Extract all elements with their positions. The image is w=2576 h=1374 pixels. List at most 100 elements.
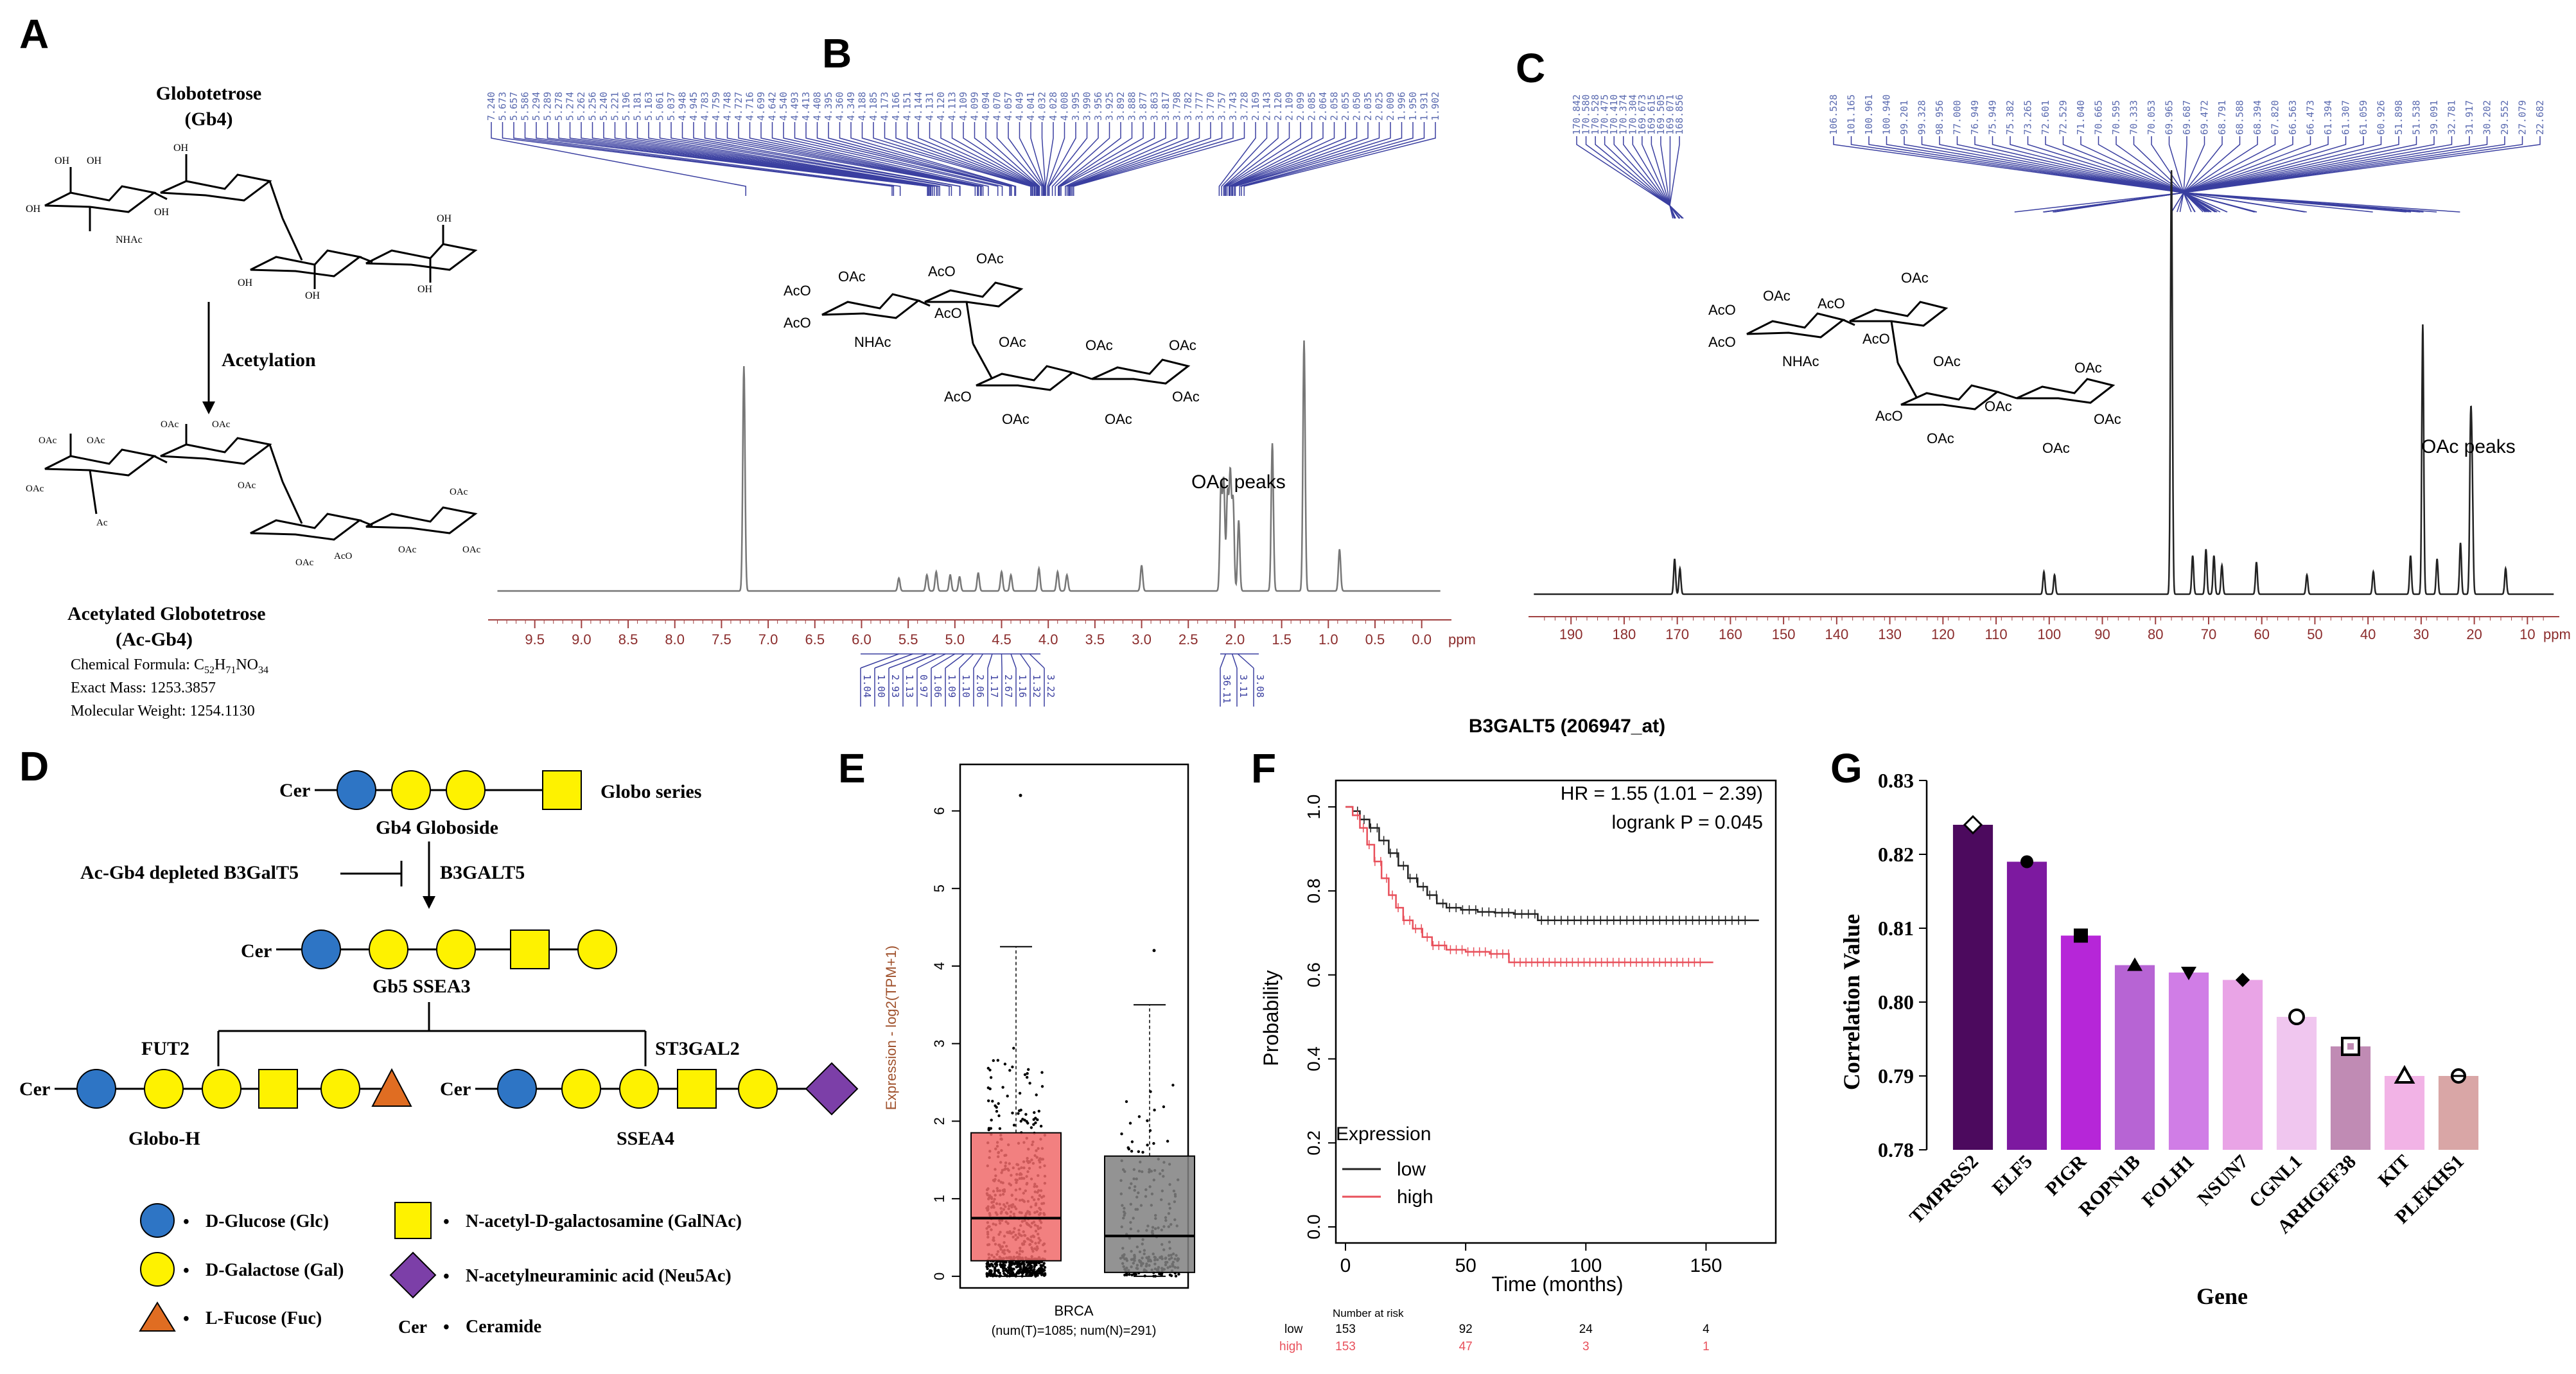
b-peak-label: 3.925 <box>1104 92 1116 121</box>
e-data-point <box>987 1272 990 1276</box>
b-axis-tick-label: 9.0 <box>572 631 591 647</box>
exact-mass: Exact Mass: 1253.3857 <box>71 680 216 696</box>
g-y-tick-label: 0.81 <box>1878 917 1914 940</box>
e-data-point <box>1026 1072 1029 1075</box>
b-peak-connector <box>513 122 895 196</box>
e-data-point <box>1030 1264 1033 1268</box>
b-peak-label: 1.902 <box>1430 92 1441 121</box>
e-data-point <box>1036 1118 1039 1122</box>
svg-text:OAc: OAc <box>212 419 231 430</box>
b-peak-connector <box>636 122 939 196</box>
c-peak-label: 70.053 <box>2146 100 2157 135</box>
b-peak-label: 4.144 <box>913 92 924 121</box>
b-peak-label: 2.169 <box>1250 92 1261 121</box>
b-peak-connector <box>726 122 979 196</box>
b-integral-value: 3.22 <box>1045 674 1056 698</box>
c-peak-connector <box>1939 136 2184 213</box>
ac-gb4-atom-labels: OAc OAc OAc Ac OAc OAc OAc AcO OAc OAc O… <box>26 419 481 568</box>
b-peak-connector <box>1051 122 1099 196</box>
svg-text:OAc: OAc <box>161 419 179 430</box>
b-peak-connector <box>715 122 978 196</box>
chemical-formula: Chemical Formula: C52H71NO34 <box>71 656 268 676</box>
c-peak-label: 170.374 <box>1618 94 1629 135</box>
b-peak-connector <box>693 122 961 196</box>
g-x-label: Gene <box>2196 1283 2248 1309</box>
c-peak-connector <box>1669 136 1684 219</box>
c-peak-label: 75.382 <box>2004 100 2016 135</box>
e-data-point <box>1040 1085 1044 1088</box>
g-marker-ROPN1B <box>2127 957 2142 971</box>
e-data-point <box>1043 1265 1047 1269</box>
e-data-point <box>1040 1264 1044 1267</box>
c-peak-label: 76.949 <box>1969 100 1981 135</box>
svg-text:OAc: OAc <box>1105 411 1132 427</box>
c-peak-connector <box>2182 136 2311 213</box>
g-x-tick-label: KIT <box>2374 1151 2414 1191</box>
c-peak-connector <box>2183 136 2382 213</box>
e-data-point <box>1016 1265 1020 1268</box>
d-inhibitor-label: Ac-Gb4 depleted B3GalT5 <box>80 862 299 883</box>
f-risk-high-value: 47 <box>1459 1340 1473 1353</box>
c-peak-label: 75.949 <box>1987 100 1999 135</box>
e-data-point <box>1153 1108 1156 1112</box>
c-peak-label: 106.528 <box>1828 94 1839 135</box>
f-y-tick-label: 0.8 <box>1304 878 1324 903</box>
e-data-point <box>1030 1269 1033 1272</box>
b-peak-label: 4.349 <box>845 92 857 121</box>
panel-b-1h-nmr: 7.240 5.673 5.657 5.586 5.294 5.289 5.278 5.274… <box>486 92 1476 707</box>
g-x-tick-label: TMPRSS2 <box>1906 1151 1983 1228</box>
b-peak-label: 3.990 <box>1082 92 1093 121</box>
b-peak-connector <box>1068 122 1200 196</box>
c-peak-label: 170.304 <box>1627 94 1638 135</box>
c-peak-label: 27.079 <box>2517 100 2528 135</box>
svg-text:OH: OH <box>238 277 253 288</box>
legend-fuc-text: L-Fucose (Fuc) <box>206 1308 322 1328</box>
b-peak-connector <box>1055 122 1110 196</box>
svg-text:OAc: OAc <box>1085 337 1113 353</box>
e-data-point <box>987 1099 990 1102</box>
e-data-point <box>1011 1111 1014 1114</box>
b-peak-label: 4.041 <box>1025 92 1037 121</box>
acetylation-arrowhead <box>202 401 215 414</box>
c-peak-label: 77.000 <box>1952 100 1963 135</box>
e-data-point <box>1003 1260 1007 1264</box>
e-data-point <box>1125 1100 1128 1104</box>
c-peak-label: 61.307 <box>2340 100 2352 135</box>
g-marker-CGNL1 <box>2288 1008 2305 1025</box>
legend-gal-icon <box>140 1252 175 1287</box>
c-peak-connector <box>2183 136 2435 213</box>
e-y-tick-label: 6 <box>931 807 947 815</box>
svg-text:AcO: AcO <box>1862 331 1890 347</box>
b-peak-label: 3.782 <box>1182 92 1194 121</box>
c-axis-tick-label: 80 <box>2148 626 2163 642</box>
b-peak-label: 7.240 <box>486 92 497 121</box>
b-peak-connector <box>850 122 1017 196</box>
c-axis-tick-label: 100 <box>2037 626 2061 642</box>
b-peak-connector <box>659 122 950 196</box>
f-risk-low-value: 153 <box>1335 1323 1356 1336</box>
e-data-point <box>991 1100 994 1103</box>
e-data-point <box>1010 1267 1013 1271</box>
e-outlier-point <box>1152 949 1156 953</box>
b-peak-label: 5.294 <box>530 92 542 121</box>
c-axis-tick-label: 160 <box>1719 626 1742 642</box>
b-peak-label: 2.099 <box>1295 92 1306 121</box>
e-data-point <box>1130 1140 1134 1143</box>
e-data-point <box>1127 1147 1131 1151</box>
g-y-tick-label: 0.78 <box>1878 1138 1914 1161</box>
c-molecule-drawing <box>1746 301 2116 410</box>
e-data-point <box>1018 1091 1022 1095</box>
c-peak-label: 170.528 <box>1590 94 1601 135</box>
svg-text:OAc: OAc <box>39 436 57 446</box>
b-molecule-labels: AcO AcO OAc NHAc AcO AcO OAc OAc AcO OAc… <box>784 251 1200 427</box>
svg-text:OAc: OAc <box>999 334 1026 350</box>
d-fut2-label: FUT2 <box>141 1038 189 1059</box>
d-gb4-label: Gb4 Globoside <box>376 817 498 838</box>
b-peak-label: 4.699 <box>755 92 767 121</box>
b-peak-label: 3.728 <box>1239 92 1250 121</box>
c-axis-tick-label: 10 <box>2519 626 2535 642</box>
e-data-point <box>985 1265 988 1268</box>
f-curve-low <box>1345 806 1759 921</box>
e-data-point <box>989 1076 993 1079</box>
gb4-atom-labels: OH OH OH NHAc OH OH OH OH OH OH <box>26 143 452 301</box>
